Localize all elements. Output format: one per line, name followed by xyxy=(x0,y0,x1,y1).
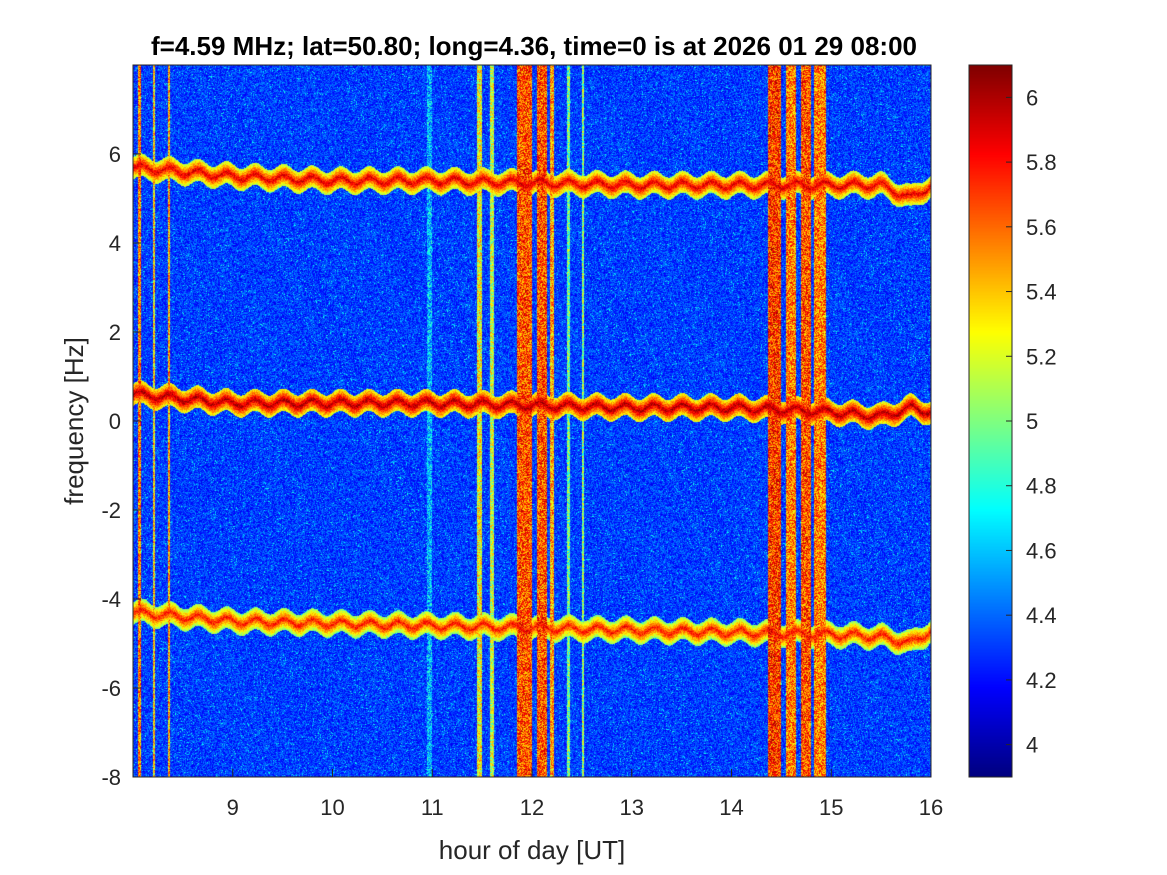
y-tick-label: 2 xyxy=(109,320,121,345)
colorbar-tick-label: 5.4 xyxy=(1026,280,1057,305)
y-axis: -8 -6 -4 -2 0 2 4 6 xyxy=(101,142,141,790)
y-tick-label: 0 xyxy=(109,409,121,434)
plot-area xyxy=(132,64,932,778)
colorbar-tick-label: 4.6 xyxy=(1026,538,1057,563)
colorbar: 4 4.2 4.4 4.6 4.8 5 5.2 5.4 5.6 5.8 6 xyxy=(968,64,1057,778)
colorbar-gradient xyxy=(969,65,1012,777)
colorbar-tick-label: 5.8 xyxy=(1026,150,1057,175)
colorbar-tick-label: 4.4 xyxy=(1026,603,1057,628)
colorbar-tick-label: 5.6 xyxy=(1026,215,1057,240)
colorbar-ticks: 4 4.2 4.4 4.6 4.8 5 5.2 5.4 5.6 5.8 6 xyxy=(1006,85,1057,758)
colorbar-tick-label: 4.2 xyxy=(1026,668,1057,693)
x-axis-label: hour of day [UT] xyxy=(439,835,625,865)
x-tick-label: 13 xyxy=(620,795,644,820)
x-tick-label: 12 xyxy=(520,795,544,820)
y-tick-label: -8 xyxy=(101,765,121,790)
chart-title: f=4.59 MHz; lat=50.80; long=4.36, time=0… xyxy=(151,31,917,61)
y-tick-label: -2 xyxy=(101,498,121,523)
colorbar-tick-label: 5 xyxy=(1026,409,1038,434)
x-tick-label: 15 xyxy=(819,795,843,820)
x-tick-label: 16 xyxy=(919,795,943,820)
y-tick-label: 6 xyxy=(109,142,121,167)
x-tick-label: 11 xyxy=(421,795,444,820)
heatmap-image xyxy=(133,65,931,777)
heatmap-image-holder xyxy=(133,65,931,777)
colorbar-tick-label: 5.2 xyxy=(1026,344,1057,369)
y-tick-label: -6 xyxy=(101,676,121,701)
colorbar-gradient-holder xyxy=(969,65,1012,777)
y-axis-label: frequency [Hz] xyxy=(59,337,89,505)
x-tick-label: 14 xyxy=(719,795,743,820)
colorbar-tick-label: 4.8 xyxy=(1026,474,1057,499)
colorbar-tick-label: 4 xyxy=(1026,733,1038,758)
y-tick-label: 4 xyxy=(109,231,121,256)
colorbar-tick-label: 6 xyxy=(1026,85,1038,110)
y-tick-label: -4 xyxy=(101,587,121,612)
x-tick-label: 10 xyxy=(320,795,344,820)
x-axis: 9 10 11 12 13 14 15 16 xyxy=(227,769,943,820)
x-tick-label: 9 xyxy=(227,795,239,820)
